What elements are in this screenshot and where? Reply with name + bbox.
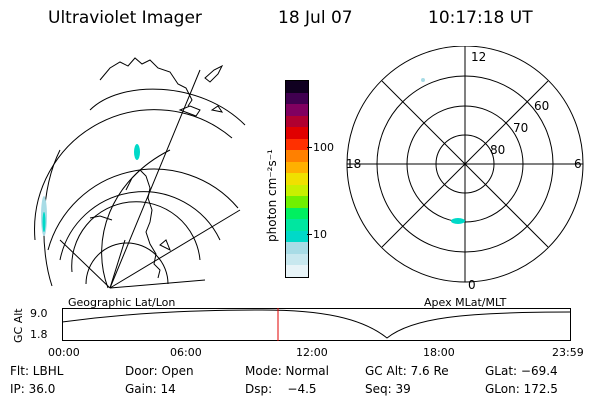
color-scale-segment [286,150,308,162]
altitude-curve [62,309,572,339]
colorbar-unit-label: photon cm⁻²s⁻¹ [265,149,279,242]
ip-info: IP: 36.0 [10,382,56,396]
observation-date: 18 Jul 07 [278,8,353,28]
emission-blob [42,212,46,232]
mlt-label-right: 6 [574,157,582,171]
gain-info: Gain: 14 [125,382,176,396]
color-scale-segment [286,115,308,128]
glon-info: GLon: 172.5 [485,382,558,396]
color-scale-segment [286,219,308,231]
door-info: Door: Open [125,364,194,378]
color-scale-segment [286,230,308,243]
timeline-tick-1800: 18:00 [423,346,455,359]
timeline-y-max: 9.0 [30,307,48,320]
colorbar-tick-10: 10 [313,228,327,241]
timeline-tick-2359: 23:59 [552,346,584,359]
timeline-y-min: 1.8 [30,328,48,341]
mlt-label-bottom: 0 [468,278,476,292]
emission-blob [421,78,425,82]
color-scale-segment [286,242,308,254]
color-scale-segment [286,127,308,139]
observation-time: 10:17:18 UT [428,8,533,28]
timeline-tick-0600: 06:00 [170,346,202,359]
gc-alt-info: GC Alt: 7.6 Re [365,364,449,378]
glat-info: GLat: −69.4 [485,364,558,378]
color-scale-segment [286,253,308,266]
color-scale-segment [286,265,308,277]
apex-map-label: Apex MLat/MLT [424,296,507,309]
color-scale-segment [286,184,308,197]
color-scale-segment [286,104,308,116]
geographic-map-label: Geographic Lat/Lon [68,296,176,309]
timeline-tick-1200: 12:00 [296,346,328,359]
color-scale-segment [286,173,308,185]
apex-polar-map: 12 18 6 0 60 70 80 [346,46,584,292]
dsp-info: Dsp: −4.5 [245,382,317,396]
emission-blob [451,218,465,224]
color-scale-segment [286,80,308,93]
seq-info: Seq: 39 [365,382,411,396]
colorbar-tick-100: 100 [313,141,334,154]
color-scale-segment [286,138,308,151]
color-scale-segment [286,207,308,220]
lat-label-60: 60 [534,99,549,113]
emission-blob [134,144,140,160]
color-scale-segment [286,161,308,174]
color-scale-segment [286,196,308,208]
mode-info: Mode: Normal [245,364,329,378]
color-scale-bar [285,80,309,278]
lat-label-80: 80 [490,143,505,157]
mlt-label-top: 12 [471,50,486,64]
coastline [89,57,224,279]
instrument-title: Ultraviolet Imager [48,8,202,28]
geographic-map [34,57,246,289]
timeline-axis-label: GC Alt [12,308,25,343]
altitude-timeline [62,308,572,341]
mlt-label-left: 18 [346,157,361,171]
lat-label-70: 70 [513,121,528,135]
color-scale-segment [286,92,308,105]
filter-info: Flt: LBHL [10,364,64,378]
timeline-tick-0000: 00:00 [48,346,80,359]
